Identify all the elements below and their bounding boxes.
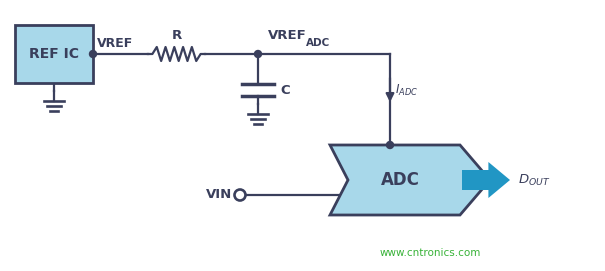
Text: VREF: VREF xyxy=(97,37,133,50)
Circle shape xyxy=(387,141,393,149)
Text: R: R xyxy=(171,29,181,42)
Text: ADC: ADC xyxy=(381,171,419,189)
Text: C: C xyxy=(280,83,290,96)
Text: $I_{ADC}$: $I_{ADC}$ xyxy=(395,82,418,98)
Text: $D_{OUT}$: $D_{OUT}$ xyxy=(518,172,551,188)
Circle shape xyxy=(90,50,97,57)
Circle shape xyxy=(255,50,261,57)
Polygon shape xyxy=(330,145,490,215)
Text: VREF: VREF xyxy=(268,29,307,42)
Text: www.cntronics.com: www.cntronics.com xyxy=(379,248,481,258)
Polygon shape xyxy=(462,162,510,198)
Text: ADC: ADC xyxy=(306,38,330,48)
Text: REF IC: REF IC xyxy=(29,47,79,61)
FancyBboxPatch shape xyxy=(15,25,93,83)
Text: VIN: VIN xyxy=(206,189,232,202)
